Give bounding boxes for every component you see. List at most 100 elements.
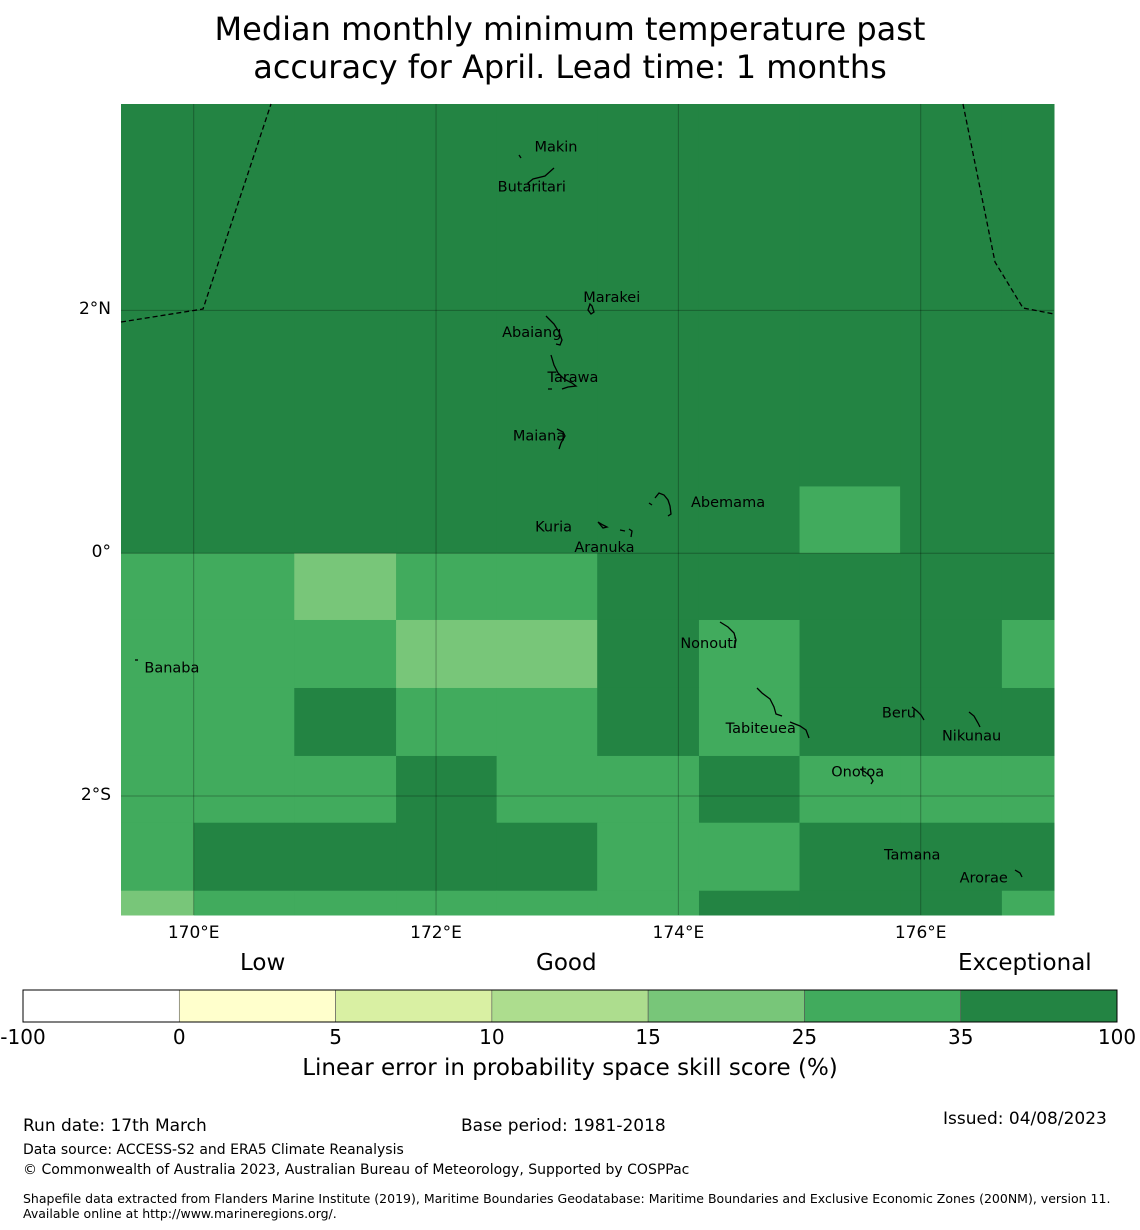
grid-cell bbox=[900, 822, 1003, 892]
island-label: Aranuka bbox=[574, 540, 634, 556]
grid-cell bbox=[799, 890, 901, 916]
colorbar-segment bbox=[960, 989, 1118, 1023]
grid-cell bbox=[698, 619, 801, 689]
grid-cell bbox=[496, 890, 598, 916]
grid-cell bbox=[1001, 687, 1055, 757]
grid-cell bbox=[396, 890, 498, 916]
island-labels: Makin Butaritari Marakei Abaiang Tarawa Maian… bbox=[144, 139, 1008, 886]
grid-cell bbox=[799, 687, 901, 757]
title-line-2: accuracy for April. Lead time: 1 months bbox=[253, 48, 887, 86]
colorbar-tick-label: 35 bbox=[947, 1025, 974, 1049]
colorbar-segment bbox=[178, 989, 336, 1023]
island-label: Abemama bbox=[691, 495, 765, 511]
island-label: Nikunau bbox=[942, 728, 1001, 744]
colorbar-tick-label: 25 bbox=[791, 1025, 818, 1049]
grid-cell bbox=[597, 755, 700, 824]
grid-cell bbox=[396, 619, 498, 689]
base-period: Base period: 1981-2018 bbox=[461, 1116, 666, 1136]
category-exceptional-label: Exceptional bbox=[958, 950, 1092, 976]
data-source: Data source: ACCESS-S2 and ERA5 Climate … bbox=[23, 1142, 404, 1158]
coast-tamana bbox=[914, 854, 918, 858]
grid-cell bbox=[193, 822, 295, 892]
longitude-tick-label: 176°E bbox=[894, 923, 947, 943]
grid-cell bbox=[496, 553, 598, 621]
grid-cell bbox=[1001, 755, 1055, 824]
island-coastlines bbox=[135, 154, 1023, 878]
grid-cell bbox=[799, 822, 901, 892]
grid-cell bbox=[294, 890, 397, 916]
colorbar-tick-label: 10 bbox=[479, 1025, 505, 1049]
grid-cell bbox=[193, 104, 295, 554]
grid-cell bbox=[597, 890, 700, 916]
grid-cell bbox=[396, 755, 498, 824]
eez-boundary bbox=[120, 103, 1055, 323]
longitude-tick-label: 170°E bbox=[167, 923, 220, 943]
coast-marakei bbox=[587, 302, 595, 315]
coast-nikunau bbox=[968, 711, 981, 728]
coast-maiana bbox=[556, 428, 566, 450]
colorbar-tick-label: 5 bbox=[329, 1025, 342, 1049]
grid-cell bbox=[121, 104, 195, 554]
grid-cell bbox=[193, 619, 295, 689]
colorbar-segment bbox=[335, 989, 493, 1023]
grid-cell bbox=[193, 553, 295, 621]
eez-boundary-west bbox=[120, 103, 272, 323]
island-label: Arorae bbox=[960, 870, 1008, 886]
grid-cell bbox=[121, 890, 195, 916]
grid-cell bbox=[900, 619, 1003, 689]
island-label: Tamana bbox=[883, 847, 940, 863]
coast-tarawa bbox=[548, 354, 578, 390]
grid-cell bbox=[597, 104, 700, 554]
shapefile-credit: Shapefile data extracted from Flanders M… bbox=[23, 1191, 1111, 1221]
grid-cell bbox=[193, 890, 295, 916]
title-line-1: Median monthly minimum temperature past bbox=[214, 10, 926, 48]
grid-cell bbox=[698, 822, 801, 892]
colorbar bbox=[22, 989, 1118, 1023]
grid-cell bbox=[799, 486, 901, 554]
coast-beru bbox=[911, 706, 925, 721]
grid-cell bbox=[294, 755, 397, 824]
coast-abemama bbox=[648, 492, 672, 517]
issued-date: Issued: 04/08/2023 bbox=[943, 1109, 1107, 1129]
grid-cell bbox=[1001, 553, 1055, 621]
grid-cell bbox=[396, 104, 498, 554]
grid-cell bbox=[496, 822, 598, 892]
island-label: Marakei bbox=[583, 290, 640, 306]
grid-cell bbox=[121, 553, 195, 621]
colorbar-tick-label: 15 bbox=[635, 1025, 661, 1049]
island-label: Tarawa bbox=[546, 370, 598, 386]
coast-tabiteuea bbox=[756, 687, 810, 739]
grid-cell bbox=[799, 619, 901, 689]
grid-cell bbox=[698, 104, 801, 554]
grid-cell bbox=[496, 755, 598, 824]
coast-makin bbox=[518, 154, 522, 159]
coast-butaritari bbox=[527, 167, 555, 187]
grid-cell bbox=[396, 687, 498, 757]
graticule bbox=[121, 104, 1054, 915]
coast-arorae bbox=[1014, 869, 1023, 878]
grid-cell bbox=[121, 822, 195, 892]
grid-cell bbox=[1001, 822, 1055, 892]
grid-cell bbox=[294, 687, 397, 757]
grid-cell bbox=[799, 755, 901, 824]
island-label: Abaiang bbox=[502, 325, 561, 341]
grid-cell bbox=[396, 553, 498, 621]
grid-cell bbox=[294, 553, 397, 621]
grid-cell bbox=[496, 104, 598, 554]
colorbar-label: Linear error in probability space skill … bbox=[302, 1055, 838, 1081]
grid-cell bbox=[900, 755, 1003, 824]
grid-cell bbox=[193, 755, 295, 824]
grid-cell bbox=[597, 822, 700, 892]
grid-cell bbox=[900, 553, 1003, 621]
grid-cell bbox=[1001, 104, 1055, 554]
grid-cell bbox=[496, 619, 598, 689]
grid-cell bbox=[294, 822, 397, 892]
colorbar-segment bbox=[647, 989, 805, 1023]
latitude-tick-label: 0° bbox=[91, 542, 111, 563]
coast-nonouti bbox=[719, 621, 737, 649]
category-good-label: Good bbox=[536, 950, 597, 976]
colorbar-segment bbox=[491, 989, 649, 1023]
grid-cell bbox=[900, 104, 1003, 554]
colorbar-tick-label: 0 bbox=[172, 1025, 186, 1049]
map-plot: Makin Butaritari Marakei Abaiang Tarawa Maian… bbox=[120, 103, 1055, 916]
